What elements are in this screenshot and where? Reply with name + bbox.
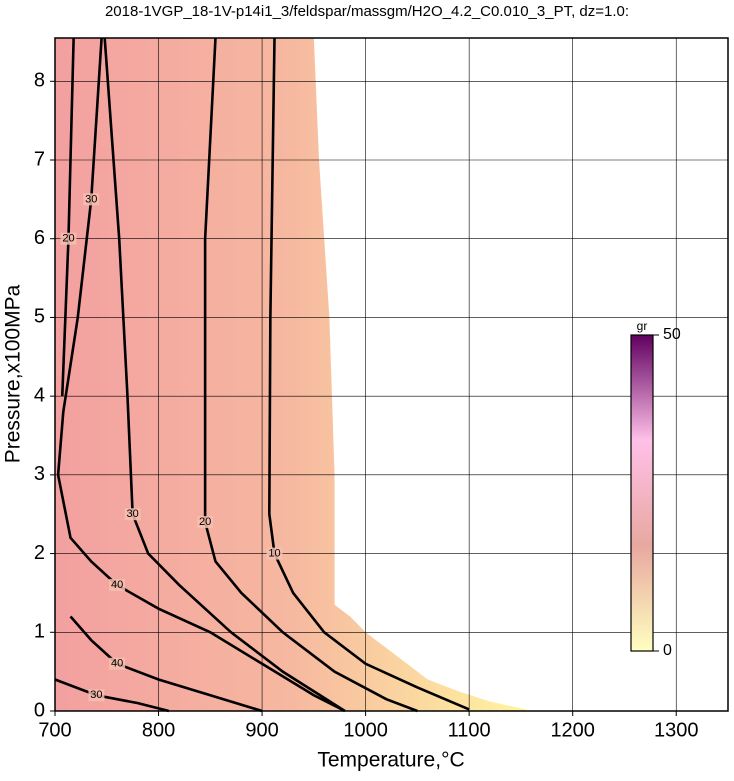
y-tick-label: 6 xyxy=(34,227,45,249)
y-tick-label: 1 xyxy=(34,621,45,643)
x-tick-label: 700 xyxy=(38,719,71,741)
contour-label-bg xyxy=(124,508,141,521)
contour-label: 20 xyxy=(199,516,211,528)
contour-label-bg xyxy=(109,579,126,592)
y-tick-label: 8 xyxy=(34,70,45,92)
contour-line xyxy=(69,615,263,713)
y-axis-label: Pressure,x100MPa xyxy=(2,284,25,463)
contour-line xyxy=(56,474,346,713)
contour-line xyxy=(60,37,75,397)
x-tick-label: 800 xyxy=(142,719,175,741)
x-tick-label: 1200 xyxy=(550,719,595,741)
colorbar-label: gr xyxy=(637,319,648,333)
contour-label-bg xyxy=(266,547,283,560)
x-tick-label: 1000 xyxy=(343,719,388,741)
contour-label-bg xyxy=(60,232,77,245)
contour-label-bg xyxy=(83,193,100,206)
contour-label: 30 xyxy=(127,508,139,520)
contour-line xyxy=(268,37,470,711)
contour-label-bg xyxy=(109,657,126,670)
y-tick-label: 0 xyxy=(34,699,45,721)
x-tick-label: 900 xyxy=(245,719,278,741)
plot-frame xyxy=(54,37,729,712)
x-axis-label: Temperature,°C xyxy=(317,749,464,772)
y-tick-label: 5 xyxy=(34,306,45,328)
contour-label: 10 xyxy=(268,547,280,559)
stability-field xyxy=(55,38,527,711)
y-tick-label: 4 xyxy=(34,384,45,406)
contour-line xyxy=(54,678,170,713)
contour-label-bg xyxy=(88,689,105,702)
contour-line xyxy=(56,37,103,475)
contour-label-bg xyxy=(197,516,214,529)
x-tick-label: 1300 xyxy=(654,719,699,741)
x-tick-label: 1100 xyxy=(448,719,491,741)
colorbar-tick-label: 50 xyxy=(663,326,681,343)
y-tick-label: 3 xyxy=(34,463,45,485)
contour-line xyxy=(203,37,418,713)
contour-label: 20 xyxy=(62,233,74,245)
y-tick-label: 2 xyxy=(34,542,45,564)
colorbar-tick-label: 0 xyxy=(663,642,672,659)
y-tick-label: 7 xyxy=(34,148,45,170)
contour-label: 40 xyxy=(111,579,123,591)
contour-line xyxy=(103,37,346,713)
contour-label: 30 xyxy=(85,193,97,205)
contour-label: 40 xyxy=(111,658,123,670)
colorbar xyxy=(630,334,654,652)
contour-label: 30 xyxy=(90,689,102,701)
chart-title: 2018-1VGP_18-1V-p14i1_3/feldspar/massgm/… xyxy=(105,3,629,20)
